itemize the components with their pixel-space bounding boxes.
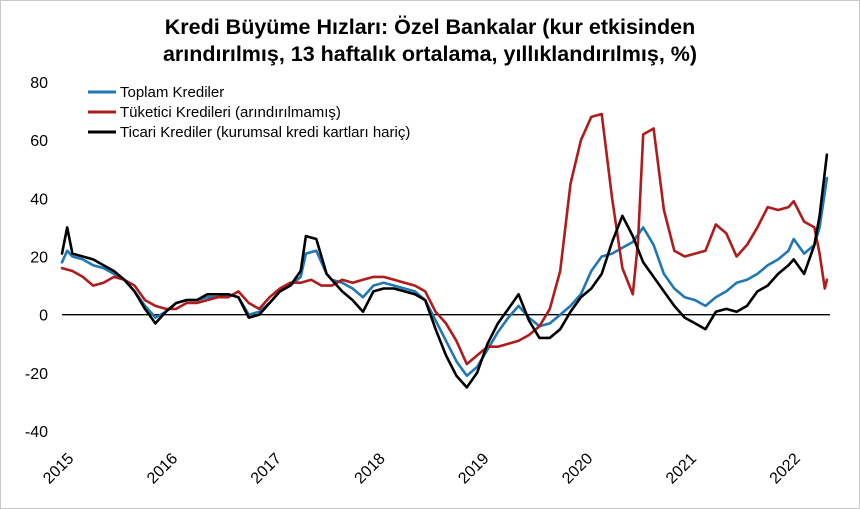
legend-label-2: Tüketici Kredileri (arındırılmamış) xyxy=(120,104,341,121)
y-tick-label: 20 xyxy=(30,250,48,267)
series-line-1 xyxy=(60,176,829,377)
y-tick-label: 60 xyxy=(30,133,48,150)
legend-label-3: Ticari Krediler (kurumsal kredi kartları… xyxy=(120,124,410,141)
y-tick-label: -20 xyxy=(25,366,48,383)
x-tick-label: 2018 xyxy=(352,450,389,487)
y-tick-label: -40 xyxy=(25,424,48,441)
x-tick-label: 2015 xyxy=(40,450,77,487)
chart-title-line1: Kredi Büyüme Hızları: Özel Bankalar (kur… xyxy=(164,15,696,39)
legend: Toplam Krediler Tüketici Kredileri (arınd… xyxy=(88,84,410,141)
chart-title: Kredi Büyüme Hızları: Özel Bankalar (kur… xyxy=(0,14,860,68)
series-line-2 xyxy=(60,112,829,366)
x-tick-label: 2019 xyxy=(455,450,492,487)
chart-title-line2: arındırılmış, 13 haftalık ortalama, yıll… xyxy=(162,42,698,66)
y-tick-label: 40 xyxy=(30,191,48,208)
legend-label-1: Toplam Krediler xyxy=(120,84,224,101)
x-tick-label: 2020 xyxy=(559,450,596,487)
y-tick-label: 0 xyxy=(39,308,48,325)
series-layer xyxy=(60,112,829,389)
x-tick-label: 2021 xyxy=(663,450,700,487)
x-tick-label: 2016 xyxy=(144,450,181,487)
x-tick-label: 2022 xyxy=(767,450,804,487)
x-tick-label: 2017 xyxy=(248,450,285,487)
series-line-3 xyxy=(60,153,829,389)
y-tick-label: 80 xyxy=(30,75,48,92)
